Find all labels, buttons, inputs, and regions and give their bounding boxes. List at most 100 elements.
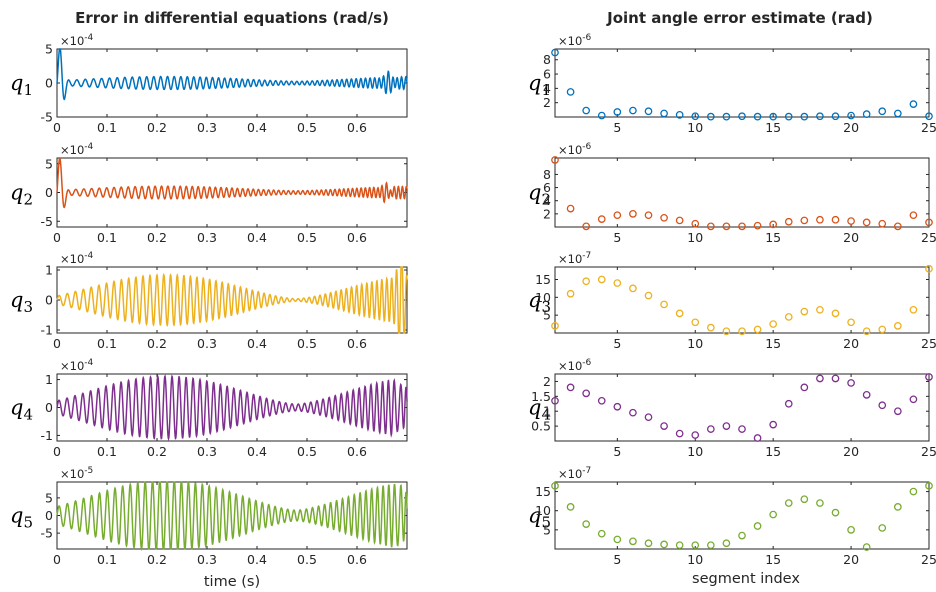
x-tick-label: 25: [921, 120, 936, 135]
data-point: [738, 112, 746, 121]
axis-exponent: -4: [84, 358, 93, 368]
data-point: [769, 510, 778, 519]
x-tick-label: 5: [613, 120, 621, 135]
x-tick-label: 0.2: [147, 336, 167, 351]
x-tick-label: 0.2: [147, 552, 167, 567]
data-point: [691, 431, 700, 439]
data-point: [675, 216, 684, 225]
x-tick-label: 0.3: [197, 444, 217, 459]
data-point: [738, 425, 746, 433]
data-point: [706, 112, 715, 121]
y-tick-label: -1: [41, 323, 53, 338]
data-point: [706, 541, 715, 550]
data-point: [551, 481, 559, 490]
data-point: [909, 211, 918, 220]
y-tick-label: 4: [543, 193, 551, 208]
x-tick-label: 5: [613, 336, 621, 351]
x-tick-label: 20: [843, 336, 859, 351]
x-tick-label: 0.2: [147, 230, 167, 245]
data-point: [706, 222, 715, 231]
x-tick-label: 20: [843, 120, 859, 135]
axis-exponent-label: ×10-4: [60, 33, 94, 48]
x-tick-label: 0.1: [97, 444, 117, 459]
data-point: [691, 541, 700, 550]
x-tick-label: 0.1: [97, 552, 117, 567]
y-tick-label: 0: [45, 185, 53, 200]
data-point: [800, 307, 809, 316]
data-point: [691, 112, 700, 121]
y-tick-label: 5: [45, 490, 53, 505]
axis-exponent-label: ×10-4: [60, 358, 94, 373]
axis-exponent: -5: [84, 466, 93, 476]
x-tick-label: 0.3: [197, 230, 217, 245]
data-point: [722, 539, 731, 548]
data-point: [738, 222, 746, 231]
x-tick-label: 5: [613, 552, 621, 567]
y-axis-label-subscript: 5: [23, 514, 33, 532]
data-point: [831, 374, 840, 383]
left-column-title: Error in differential equations (rad/s): [75, 9, 389, 27]
data-point: [597, 529, 606, 538]
data-point: [753, 522, 762, 530]
data-point: [597, 111, 606, 120]
data-point: [582, 520, 591, 528]
x-tick-label: 0: [53, 230, 61, 245]
x-tick-label: 0.3: [197, 552, 217, 567]
data-point: [706, 425, 715, 433]
x-tick-label: 0: [53, 120, 61, 135]
data-point: [878, 107, 887, 116]
x-tick-label: 0: [53, 552, 61, 567]
data-point: [722, 327, 731, 336]
y-tick-label: 6: [543, 180, 551, 195]
data-point: [597, 275, 606, 284]
y-axis-label-subscript: 2: [541, 191, 551, 209]
x-tick-label: 0.2: [147, 120, 167, 135]
data-point: [629, 210, 637, 218]
data-point: [784, 112, 793, 121]
x-tick-label: 0.6: [347, 444, 367, 459]
data-point: [800, 383, 809, 392]
data-point: [566, 383, 575, 392]
y-axis-label: q4: [10, 396, 33, 424]
axis-exponent-label: ×10-7: [558, 466, 591, 481]
data-point: [613, 211, 622, 220]
y-tick-label: 0: [45, 293, 53, 308]
y-tick-label: 2: [543, 95, 551, 110]
y-tick-label: 0: [45, 508, 53, 523]
y-tick-label: 0: [45, 76, 53, 91]
data-point: [925, 481, 933, 490]
data-point: [893, 222, 902, 231]
x-tick-label: 25: [921, 444, 936, 459]
data-point: [925, 373, 933, 381]
x-tick-label: 10: [687, 444, 703, 459]
data-point: [909, 395, 918, 404]
y-tick-label: 1: [45, 263, 53, 278]
axis-exponent-label: ×10-5: [60, 466, 93, 481]
y-tick-label: 5: [543, 308, 551, 323]
x-tick-label: 0.6: [347, 120, 367, 135]
data-point: [566, 88, 575, 96]
data-point: [893, 322, 902, 330]
x-tick-label: 0.5: [297, 552, 317, 567]
axis-exponent: -7: [582, 466, 591, 476]
x-tick-label: 20: [843, 230, 859, 245]
y-tick-label: 10: [535, 503, 551, 518]
data-point: [691, 318, 700, 327]
x-tick-label: 0.4: [247, 552, 267, 567]
x-tick-label: 0.5: [297, 444, 317, 459]
axis-exponent-label: ×10-4: [60, 251, 94, 266]
data-point: [551, 396, 559, 405]
plot-area: [554, 481, 930, 550]
y-tick-label: 2: [543, 374, 551, 389]
y-tick-label: 15: [535, 272, 551, 287]
x-tick-label: 0.1: [97, 336, 117, 351]
data-point: [644, 413, 653, 422]
x-tick-label: 20: [843, 444, 859, 459]
right-subplot-q4: q4×10-65 10 15 20 250.511.52: [528, 358, 936, 459]
x-tick-label: 0.5: [297, 120, 317, 135]
data-point: [784, 399, 793, 408]
axis-exponent-label: ×10-7: [558, 251, 591, 266]
